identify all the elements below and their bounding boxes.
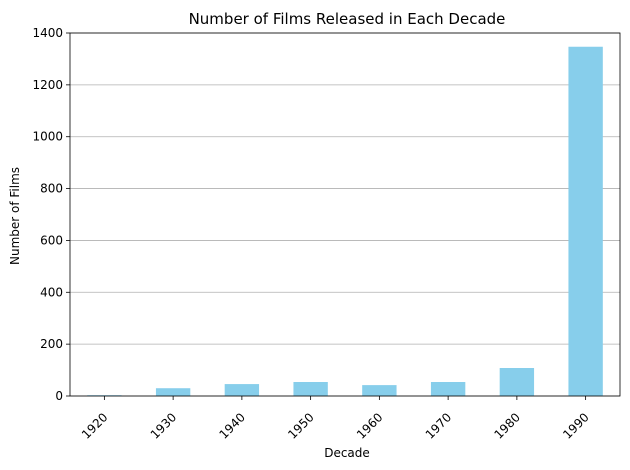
bar-1950 [293,381,328,396]
x-tick-label-1920: 1920 [79,410,110,441]
bar-1990 [568,46,603,397]
bar-1930 [155,388,191,396]
y-tick-label: 0 [55,389,63,403]
y-tick-label: 1200 [32,78,63,92]
y-tick-label: 200 [40,337,63,351]
x-axis-label: Decade [324,446,370,460]
x-tick-label-1930: 1930 [148,410,179,441]
x-tick-label-1960: 1960 [354,410,385,441]
y-tick-label: 1400 [32,26,63,40]
chart-title: Number of Films Released in Each Decade [189,10,506,28]
plot-frame [69,32,621,397]
x-tick-label-1950: 1950 [285,410,316,441]
x-axis: 1920 1930 1940 1950 1960 1970 1980 1990 [79,396,592,442]
x-tick-label-1940: 1940 [216,410,247,441]
y-axis-label: Number of Films [8,167,22,265]
bar-1970 [430,381,466,396]
y-axis: 0 200 400 600 800 1000 1200 1400 [32,26,70,403]
bar-1960 [362,385,397,396]
y-tick-label: 800 [40,182,63,196]
bars [87,46,603,397]
bar-1940 [224,384,260,396]
x-tick-label-1990: 1990 [560,410,591,441]
x-tick-label-1970: 1970 [423,410,454,441]
bar-1980 [499,367,535,396]
y-gridlines [70,32,620,397]
x-tick-label-1980: 1980 [491,410,522,441]
y-tick-label: 600 [40,233,63,247]
y-tick-label: 400 [40,285,63,299]
y-tick-label: 1000 [32,130,63,144]
